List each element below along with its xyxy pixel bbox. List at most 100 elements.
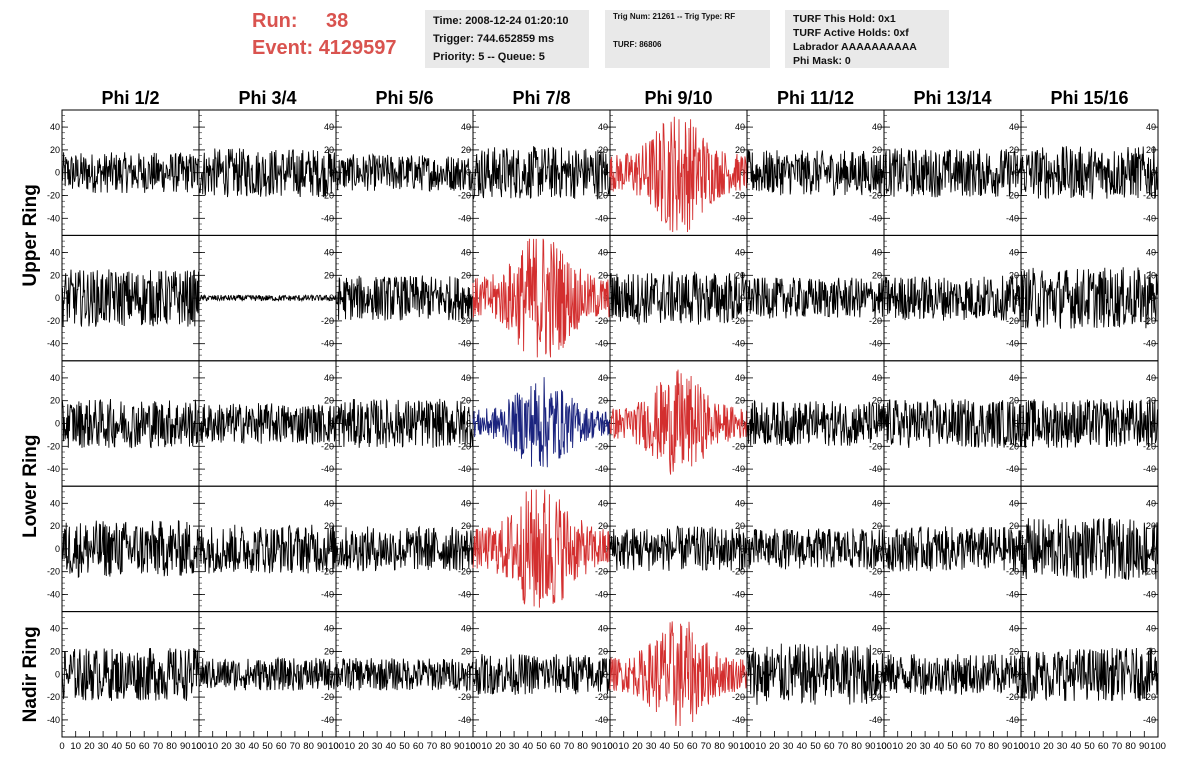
- y-tick-label: -40: [1006, 339, 1019, 349]
- y-tick-label: -40: [869, 715, 882, 725]
- y-tick-label: 20: [1146, 270, 1156, 280]
- x-tick-label: 0: [881, 741, 886, 752]
- x-tick-label: 90: [728, 741, 739, 752]
- y-tick-label: -20: [1143, 441, 1156, 451]
- y-tick-label: -40: [732, 213, 745, 223]
- y-tick-label: 20: [598, 270, 608, 280]
- x-tick-label: 50: [125, 741, 136, 752]
- x-tick-label: 50: [399, 741, 410, 752]
- x-tick-label: 0: [333, 741, 338, 752]
- x-tick-label: 10: [892, 741, 903, 752]
- y-tick-label: -20: [869, 316, 882, 326]
- y-tick-label: 40: [735, 624, 745, 634]
- waveform-trace: [1020, 399, 1159, 448]
- y-tick-label: -40: [458, 464, 471, 474]
- y-tick-label: -40: [1006, 590, 1019, 600]
- y-tick-label: 40: [1009, 248, 1019, 258]
- y-tick-label: 0: [603, 419, 608, 429]
- waveform-trace: [609, 621, 748, 727]
- run-event-box: Run: 38 Event: 4129597: [252, 8, 397, 62]
- y-tick-label: 40: [735, 498, 745, 508]
- waveform-trace: [335, 152, 474, 193]
- waveform-trace: [61, 647, 200, 701]
- y-tick-label: 40: [461, 624, 471, 634]
- waveform-trace: [883, 526, 1022, 572]
- y-tick-label: 20: [735, 270, 745, 280]
- y-tick-label: 0: [55, 669, 60, 679]
- y-tick-label: 40: [1146, 248, 1156, 258]
- y-tick-label: -20: [869, 441, 882, 451]
- x-tick-label: 80: [166, 741, 177, 752]
- y-tick-label: 20: [872, 521, 882, 531]
- y-tick-label: 20: [598, 521, 608, 531]
- y-tick-label: 20: [1009, 647, 1019, 657]
- x-tick-label: 100: [876, 741, 892, 752]
- y-tick-label: 40: [461, 498, 471, 508]
- trig-num-text: Trig Num: 21261 -- Trig Type: RF: [613, 12, 736, 21]
- y-tick-label: 0: [1151, 669, 1156, 679]
- waveform-trace: [746, 643, 885, 705]
- y-tick-label: -20: [47, 441, 60, 451]
- y-tick-label: -40: [595, 715, 608, 725]
- y-tick-label: 20: [1146, 396, 1156, 406]
- y-tick-label: 20: [1146, 521, 1156, 531]
- y-tick-label: -40: [1143, 715, 1156, 725]
- x-tick-label: 40: [249, 741, 260, 752]
- y-tick-label: -20: [1143, 316, 1156, 326]
- x-tick-label: 20: [221, 741, 232, 752]
- column-header: Phi 7/8: [512, 88, 570, 108]
- waveform-trace: [1020, 647, 1159, 702]
- y-tick-label: 20: [735, 396, 745, 406]
- y-tick-label: -20: [321, 567, 334, 577]
- y-tick-label: -40: [1143, 464, 1156, 474]
- y-tick-label: -20: [47, 316, 60, 326]
- x-tick-label: 40: [112, 741, 123, 752]
- waveform-trace: [746, 399, 885, 446]
- waveform-trace: [198, 656, 337, 691]
- y-tick-label: 20: [1009, 521, 1019, 531]
- x-tick-label: 90: [1139, 741, 1150, 752]
- column-header: Phi 13/14: [913, 88, 991, 108]
- x-tick-label: 10: [344, 741, 355, 752]
- y-tick-label: -20: [1006, 191, 1019, 201]
- x-tick-label: 80: [988, 741, 999, 752]
- y-tick-label: -40: [47, 339, 60, 349]
- y-tick-label: -20: [1006, 692, 1019, 702]
- x-tick-label: 60: [413, 741, 424, 752]
- x-tick-label: 40: [386, 741, 397, 752]
- x-tick-label: 0: [59, 741, 64, 752]
- y-tick-label: 20: [50, 270, 60, 280]
- y-tick-label: 20: [50, 396, 60, 406]
- y-tick-label: -40: [595, 590, 608, 600]
- y-tick-label: -20: [869, 567, 882, 577]
- y-tick-label: -40: [321, 213, 334, 223]
- y-tick-label: 40: [872, 498, 882, 508]
- y-tick-label: 20: [1009, 396, 1019, 406]
- y-tick-label: -20: [732, 441, 745, 451]
- y-tick-label: 40: [50, 122, 60, 132]
- y-tick-label: -40: [595, 213, 608, 223]
- x-tick-label: 30: [372, 741, 383, 752]
- x-tick-label: 90: [1002, 741, 1013, 752]
- x-tick-label: 100: [739, 741, 755, 752]
- y-tick-label: -20: [595, 316, 608, 326]
- y-tick-label: 0: [740, 293, 745, 303]
- x-tick-label: 40: [660, 741, 671, 752]
- waveform-trace: [335, 657, 474, 693]
- priority-text: Priority: 5 -- Queue: 5: [433, 51, 545, 63]
- y-tick-label: 40: [1009, 122, 1019, 132]
- y-tick-label: 20: [461, 521, 471, 531]
- x-tick-label: 30: [98, 741, 109, 752]
- waveform-trace: [746, 277, 885, 319]
- y-tick-label: 40: [1009, 624, 1019, 634]
- column-header: Phi 9/10: [644, 88, 712, 108]
- y-tick-label: 0: [740, 168, 745, 178]
- y-tick-label: -40: [321, 464, 334, 474]
- turf-id-text: TURF: 86806: [613, 40, 662, 49]
- y-tick-label: 0: [55, 168, 60, 178]
- waveform-trace: [609, 525, 748, 572]
- y-tick-label: -20: [458, 316, 471, 326]
- trig-info-box: Trig Num: 21261 -- Trig Type: RF TURF: 8…: [605, 10, 770, 68]
- run-value: 38: [326, 10, 349, 32]
- x-tick-label: 60: [550, 741, 561, 752]
